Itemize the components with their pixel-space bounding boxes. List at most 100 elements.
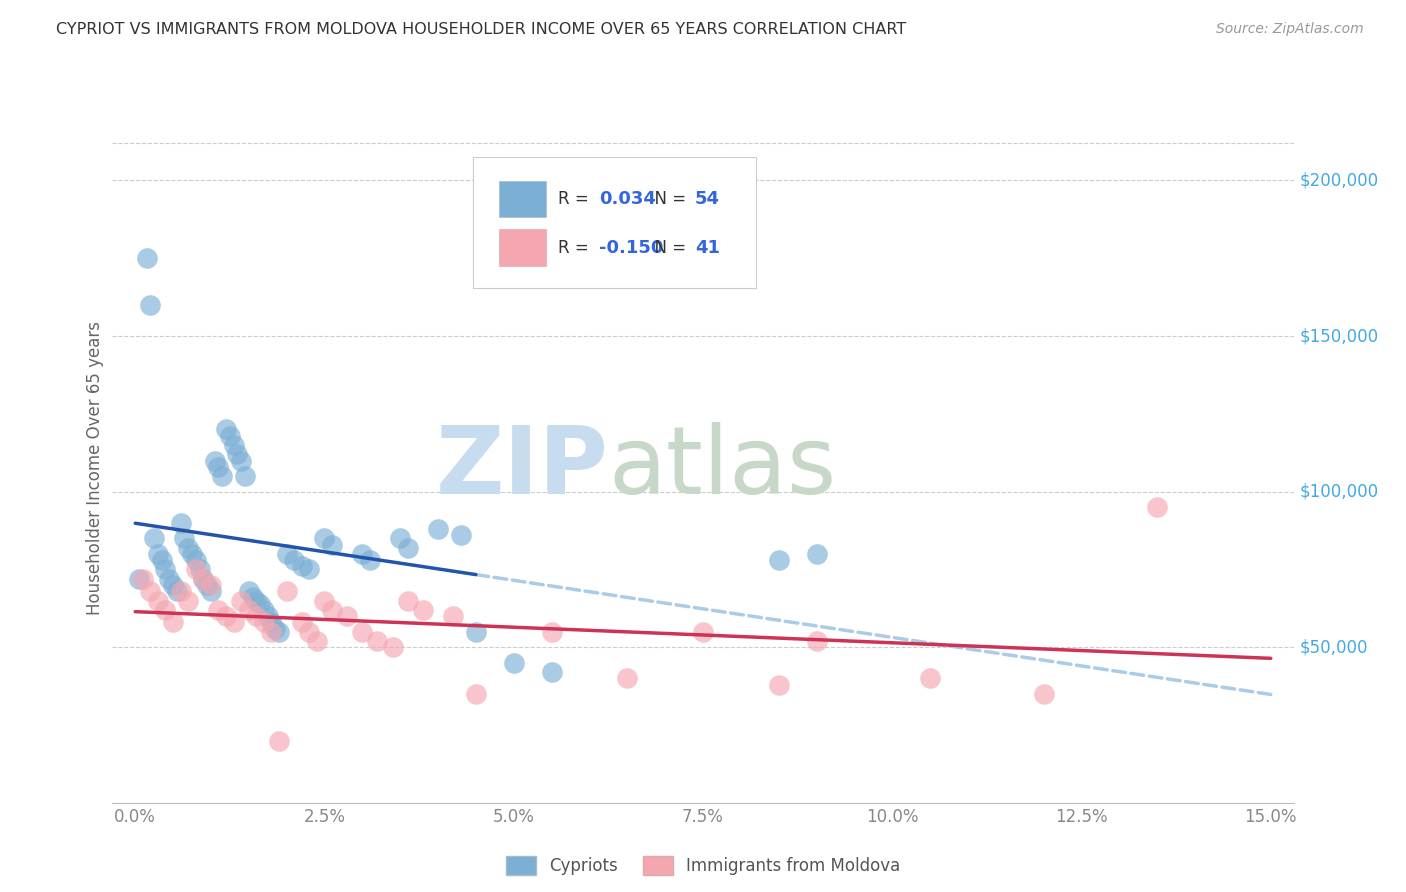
Point [1032, 687, 1054, 701]
Point [806, 634, 828, 648]
Point [381, 640, 404, 655]
Point [169, 516, 191, 530]
Point [193, 572, 215, 586]
Point [336, 609, 359, 624]
Point [298, 624, 321, 639]
Point [238, 584, 260, 599]
Text: CYPRIOT VS IMMIGRANTS FROM MOLDOVA HOUSEHOLDER INCOME OVER 65 YEARS CORRELATION : CYPRIOT VS IMMIGRANTS FROM MOLDOVA HOUSE… [56, 22, 907, 37]
Point [298, 562, 321, 576]
Text: ZIP: ZIP [436, 422, 609, 515]
Point [169, 584, 191, 599]
Point [396, 593, 419, 607]
Point [283, 553, 305, 567]
Point [389, 531, 412, 545]
Text: 54: 54 [695, 190, 720, 209]
Point [207, 459, 229, 474]
Point [352, 624, 374, 639]
Point [305, 634, 328, 648]
Text: $50,000: $50,000 [1299, 638, 1368, 657]
Text: $100,000: $100,000 [1299, 483, 1378, 500]
Point [222, 615, 245, 630]
Point [264, 622, 287, 636]
Point [502, 656, 524, 670]
Point [215, 422, 238, 436]
Point [128, 572, 150, 586]
Point [139, 584, 162, 599]
Point [211, 469, 233, 483]
Point [218, 428, 240, 442]
FancyBboxPatch shape [472, 157, 756, 288]
Point [245, 609, 267, 624]
Point [155, 562, 177, 576]
Point [260, 624, 283, 639]
Point [200, 584, 222, 599]
Point [692, 624, 714, 639]
Text: R =: R = [558, 239, 593, 257]
Point [200, 578, 222, 592]
Point [162, 578, 184, 592]
Point [173, 531, 195, 545]
Point [155, 603, 177, 617]
Point [222, 438, 245, 452]
Point [616, 671, 638, 685]
Point [253, 603, 276, 617]
Point [396, 541, 419, 555]
Text: $150,000: $150,000 [1299, 327, 1378, 345]
Point [245, 593, 267, 607]
Text: Source: ZipAtlas.com: Source: ZipAtlas.com [1216, 22, 1364, 37]
Point [195, 578, 218, 592]
Point [314, 531, 336, 545]
Point [233, 469, 256, 483]
Point [177, 593, 200, 607]
Point [146, 547, 169, 561]
FancyBboxPatch shape [499, 180, 546, 218]
Point [249, 597, 271, 611]
Point [267, 733, 290, 747]
Point [226, 447, 249, 461]
Point [441, 609, 464, 624]
Point [464, 687, 486, 701]
Point [256, 609, 278, 624]
Point [321, 537, 343, 551]
Point [276, 584, 298, 599]
Point [135, 252, 157, 266]
Point [260, 615, 283, 630]
Point [806, 547, 828, 561]
Point [207, 603, 229, 617]
Point [139, 298, 162, 312]
Point [184, 562, 207, 576]
Point [412, 603, 434, 617]
Point [540, 624, 562, 639]
Point [162, 615, 184, 630]
Point [184, 553, 207, 567]
Text: 41: 41 [695, 239, 720, 257]
Point [238, 603, 260, 617]
Point [366, 634, 388, 648]
Point [768, 553, 790, 567]
Point [143, 531, 166, 545]
Point [291, 615, 314, 630]
Text: R =: R = [558, 190, 593, 209]
Point [177, 541, 200, 555]
Point [193, 572, 215, 586]
Text: N =: N = [644, 239, 692, 257]
Point [204, 453, 226, 467]
Point [352, 547, 374, 561]
Point [768, 677, 790, 691]
Point [464, 624, 486, 639]
Point [920, 671, 942, 685]
Point [157, 572, 180, 586]
Point [291, 559, 314, 574]
FancyBboxPatch shape [499, 229, 546, 267]
Text: N =: N = [644, 190, 692, 209]
Point [359, 553, 381, 567]
Point [132, 572, 155, 586]
Point [540, 665, 562, 679]
Point [1146, 500, 1168, 515]
Point [146, 593, 169, 607]
Point [181, 547, 204, 561]
Text: atlas: atlas [609, 422, 837, 515]
Legend: Cypriots, Immigrants from Moldova: Cypriots, Immigrants from Moldova [499, 849, 907, 881]
Point [231, 453, 253, 467]
Text: -0.150: -0.150 [599, 239, 664, 257]
